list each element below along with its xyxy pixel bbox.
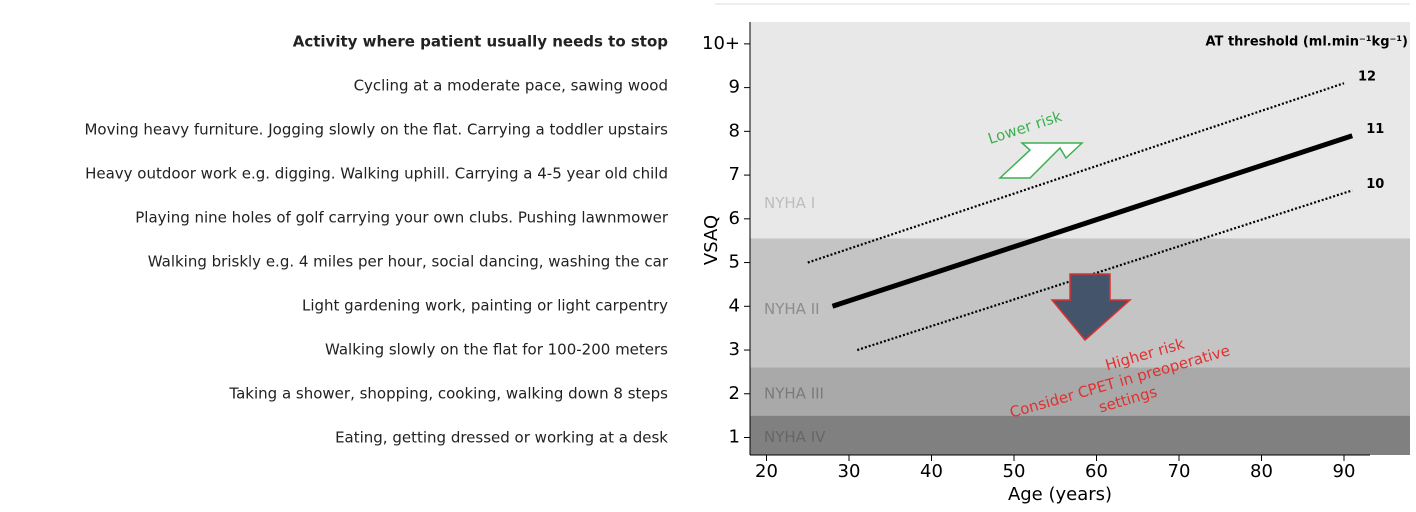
- y-tick-label: 5: [729, 252, 740, 273]
- x-tick-label: 50: [1003, 461, 1026, 482]
- y-axis-label: VSAQ: [701, 215, 722, 265]
- band-label: NYHA I: [764, 194, 815, 212]
- y-tick-label: 4: [729, 295, 740, 316]
- x-tick-label: 40: [920, 461, 943, 482]
- activity: Light gardening work, painting or light …: [302, 297, 668, 315]
- activity: Eating, getting dressed or working at a …: [335, 429, 668, 447]
- arrows: [998, 142, 1132, 342]
- series-label: 11: [1366, 122, 1384, 137]
- activity: Walking briskly e.g. 4 miles per hour, s…: [148, 253, 669, 271]
- activity: Cycling at a moderate pace, sawing wood: [354, 77, 668, 95]
- band: [750, 22, 1410, 239]
- x-tick-label: 80: [1250, 461, 1273, 482]
- x-axis-label: Age (years): [1008, 484, 1112, 505]
- list-title: Activity where patient usually needs to …: [293, 33, 669, 51]
- series-label: 12: [1358, 70, 1376, 85]
- activity: Walking slowly on the flat for 100-200 m…: [325, 341, 668, 359]
- series-label: 10: [1366, 177, 1384, 192]
- y-tick-label: 9: [729, 77, 740, 98]
- y-tick-label: 10+: [702, 33, 740, 54]
- y-tick-label: 3: [729, 339, 740, 360]
- band-label: NYHA IV: [764, 428, 826, 446]
- x-tick-label: 30: [838, 461, 861, 482]
- line: [856, 189, 1353, 352]
- legend-title: AT threshold (ml.min⁻¹kg⁻¹): [1206, 35, 1409, 50]
- band: [750, 367, 1410, 416]
- up-arrow: [998, 142, 1084, 179]
- line: [831, 133, 1354, 309]
- y-tick-label: 8: [729, 120, 740, 141]
- x-tick-label: 90: [1333, 461, 1356, 482]
- x-tick-label: 60: [1085, 461, 1108, 482]
- activity: Taking a shower, shopping, cooking, walk…: [228, 385, 668, 403]
- x-tick-label: 70: [1168, 461, 1191, 482]
- band-label: NYHA II: [764, 300, 820, 318]
- y-tick-label: 1: [729, 427, 740, 448]
- y-tick-label: 6: [729, 208, 740, 229]
- down-arrow: [1050, 273, 1132, 342]
- band-label: NYHA III: [764, 384, 824, 402]
- activity: Playing nine holes of golf carrying your…: [135, 209, 669, 227]
- band: [750, 415, 1410, 455]
- y-tick-label: 2: [729, 383, 740, 404]
- x-tick-label: 20: [755, 461, 778, 482]
- activity: Moving heavy furniture. Jogging slowly o…: [84, 121, 668, 139]
- y-tick-label: 7: [729, 164, 740, 185]
- activity: Heavy outdoor work e.g. digging. Walking…: [85, 165, 668, 183]
